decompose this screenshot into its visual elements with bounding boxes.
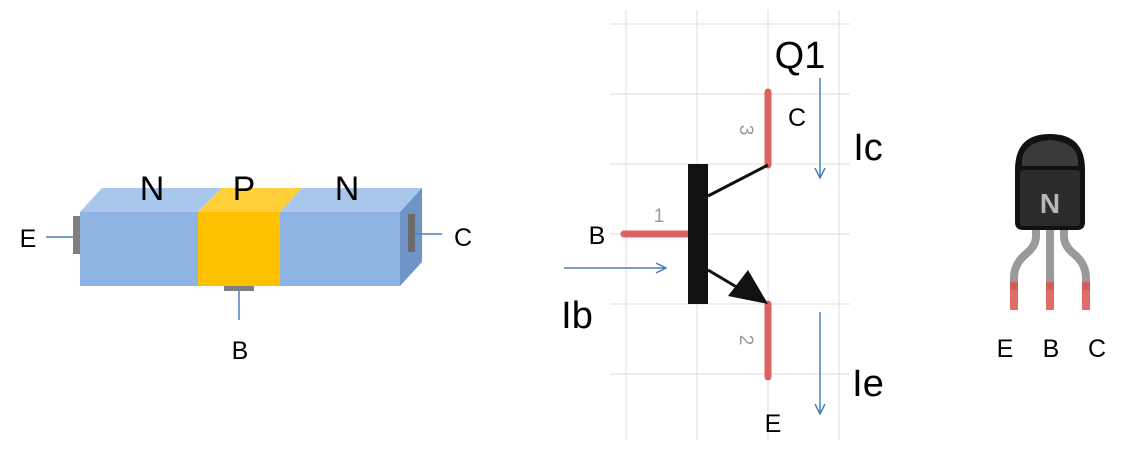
n-right-top-face [280,188,422,212]
ib-label: Ib [561,295,593,337]
junction-base-label: B [232,337,249,365]
base-bar [688,164,708,304]
package-pin-middle-label: B [1043,335,1060,363]
pin-number-3: 3 [735,125,756,136]
left-leg [1010,222,1040,290]
n-right-region [280,212,400,286]
package-leg-tips [1010,282,1090,310]
region-label-n-left: N [140,170,165,208]
reference-designator: Q1 [775,35,826,77]
ic-label: Ic [853,127,883,169]
region-label-n-right: N [335,170,360,208]
package-highlight [1022,140,1078,166]
package-face [1020,170,1080,226]
p-region [198,212,280,286]
schematic-base-label: B [589,222,606,250]
npn-junction-block: N P N E C B [20,170,472,365]
n-left-top-face [80,188,222,212]
npn-schematic: 1 3 2 Q1 C B E Ic Ib Ie [561,10,884,440]
schematic-emitter-label: E [765,410,782,438]
ie-label: Ie [852,363,884,405]
region-label-p: P [233,170,256,208]
package-type-mark: N [1040,188,1060,219]
pin-number-2: 2 [735,335,756,346]
package-legs [1010,222,1090,290]
pin-number-1: 1 [654,206,665,227]
to92-package: N E B C [997,134,1106,363]
package-pin-left-label: E [997,335,1014,363]
emitter-arrowhead [728,270,768,304]
junction-emitter-label: E [20,225,37,253]
p-top-face [198,188,302,212]
base-contact [224,286,254,291]
package-pin-right-label: C [1088,335,1106,363]
collector-contact [408,214,415,252]
right-leg [1060,222,1090,290]
schematic-collector-label: C [788,104,806,132]
n-left-region [80,212,198,286]
collector-lead-line [707,163,769,198]
emitter-contact [73,216,80,254]
junction-collector-label: C [454,224,472,252]
